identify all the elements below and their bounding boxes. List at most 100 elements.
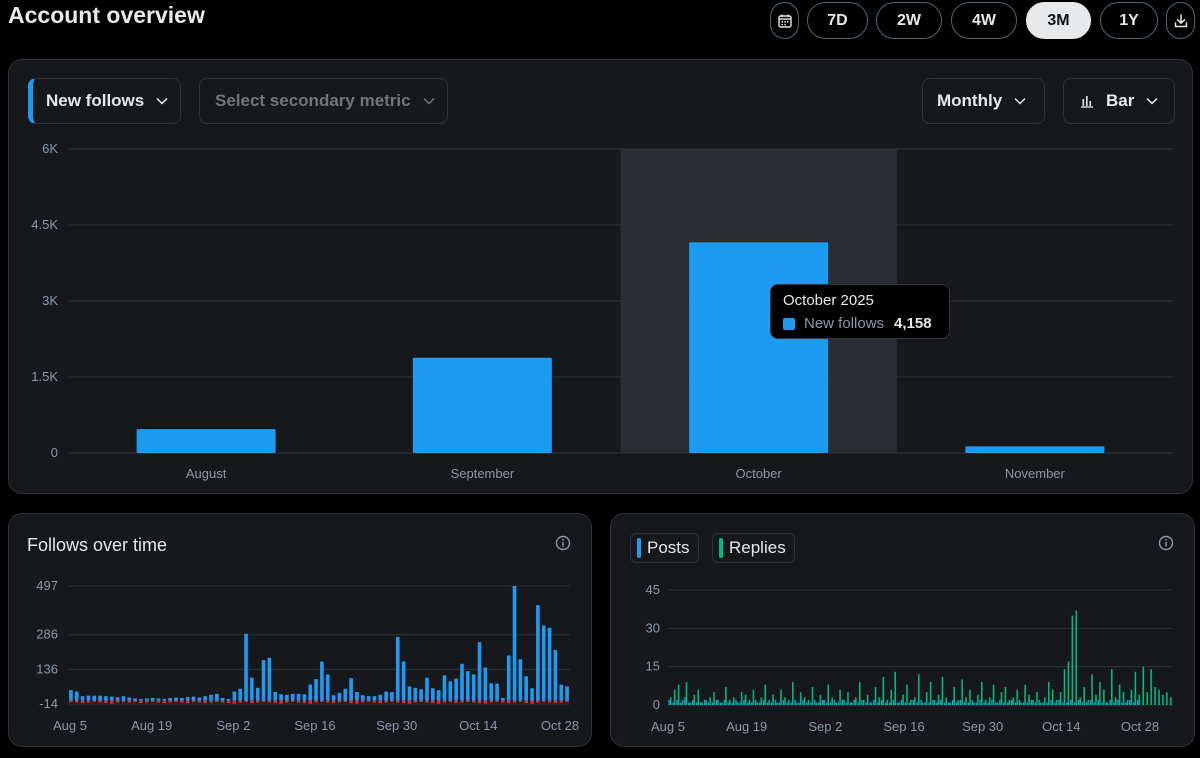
posts-bar [900, 699, 903, 705]
range-3m-button[interactable]: 3M [1026, 2, 1091, 39]
secondary-metric-placeholder: Select secondary metric [215, 91, 411, 110]
replies-bar [1040, 702, 1042, 705]
replies-bar [1162, 694, 1164, 705]
calendar-button[interactable] [770, 2, 799, 39]
chevron-down-icon [1014, 97, 1026, 105]
posts-bar [936, 702, 938, 705]
chart-type-dropdown[interactable]: Bar [1063, 78, 1175, 124]
follows-bar [553, 649, 558, 701]
replies-bar [1016, 689, 1019, 705]
primary-metric-dropdown[interactable]: New follows [28, 78, 181, 124]
unfollows-bar [232, 700, 237, 704]
replies-bar [697, 689, 700, 705]
follows-bar [302, 694, 307, 701]
replies-bar [1118, 684, 1121, 705]
y-tick-label: 15 [646, 659, 660, 674]
info-icon[interactable] [1158, 535, 1174, 551]
replies-bar [1036, 692, 1038, 705]
posts-bar [833, 699, 836, 705]
posts-bar [743, 699, 745, 705]
range-2w-button[interactable]: 2W [876, 2, 942, 39]
replies-bar [792, 682, 794, 705]
unfollows-bar [86, 700, 91, 703]
follows-over-time-card [8, 513, 592, 747]
legend-posts[interactable]: Posts [630, 533, 699, 563]
posts-bar [888, 702, 891, 705]
follows-bar [395, 637, 400, 701]
unfollows-bar [512, 700, 517, 703]
y-tick-label: 6K [42, 141, 58, 156]
replies-bar [1012, 697, 1015, 705]
main-bar-chart: 0 1.5K 3K 4.5K 6K August September October Novem… [31, 141, 1173, 481]
y-tick-label: 3K [42, 293, 58, 308]
posts-bar [940, 699, 942, 705]
range-1y-button[interactable]: 1Y [1100, 2, 1158, 39]
replies-bar [1091, 674, 1093, 705]
follows-bar [279, 694, 283, 701]
x-tick-label: Oct 28 [541, 718, 579, 733]
posts-bar [778, 702, 781, 705]
replies-bar [736, 702, 739, 705]
replies-bar [914, 697, 916, 705]
posts-bar [1003, 702, 1005, 705]
follows-bar [156, 698, 161, 701]
posts-bar [904, 702, 907, 705]
posts-bar [751, 702, 753, 705]
posts-bar [798, 702, 800, 705]
replies-bar [725, 687, 727, 705]
replies-bar [957, 699, 959, 705]
follows-bar [180, 697, 184, 701]
unfollows-bar [343, 700, 348, 703]
y-tick-label: 45 [646, 582, 660, 597]
replies-bar [1107, 702, 1109, 705]
replies-bar [1114, 697, 1117, 705]
posts-bar [680, 702, 682, 705]
unfollows-bar [203, 700, 207, 704]
range-7d-button[interactable]: 7D [807, 2, 868, 39]
posts-bar [1038, 699, 1040, 705]
unfollows-bar [285, 700, 289, 703]
unfollows-bar [98, 700, 102, 703]
follows-bar [506, 655, 511, 701]
range-4w-button[interactable]: 4W [951, 2, 1017, 39]
follows-bar [174, 697, 178, 701]
replies-bar [799, 692, 802, 705]
follows-bar [238, 688, 243, 701]
posts-bar [1026, 702, 1029, 705]
posts-bar [861, 699, 863, 705]
download-button[interactable] [1166, 2, 1195, 39]
bar-october [689, 242, 829, 453]
posts-bar [810, 702, 812, 705]
follows-bar [308, 684, 313, 701]
replies-bar [855, 697, 857, 705]
x-tick-label: Sep 16 [294, 718, 335, 733]
follows-bar [273, 691, 278, 701]
posts-bar [865, 702, 867, 705]
follows-bar [255, 687, 260, 701]
posts-bar [849, 702, 851, 705]
interval-dropdown[interactable]: Monthly [922, 78, 1045, 124]
posts-bar [814, 699, 816, 705]
posts-bar [1089, 699, 1092, 705]
unfollows-bar [506, 700, 511, 704]
replies-bar [949, 702, 952, 705]
replies-bar [902, 694, 904, 705]
follows-bar [541, 625, 546, 701]
legend-replies[interactable]: Replies [712, 533, 795, 563]
unfollows-bar [483, 700, 488, 704]
posts-bar [1007, 702, 1009, 705]
info-icon[interactable] [555, 535, 571, 551]
replies-bar [878, 697, 881, 705]
replies-bar [858, 682, 861, 705]
posts-bar [873, 699, 875, 705]
replies-bar [1087, 699, 1089, 705]
posts-bar [987, 702, 989, 705]
follows-bar [290, 693, 295, 701]
unfollows-bar [127, 700, 132, 703]
posts-bar [1050, 699, 1052, 705]
replies-bar [988, 697, 991, 705]
follows-bar [150, 697, 155, 701]
replies-bar [996, 702, 999, 705]
replies-bar [898, 702, 900, 705]
secondary-metric-dropdown[interactable]: Select secondary metric [199, 78, 448, 124]
